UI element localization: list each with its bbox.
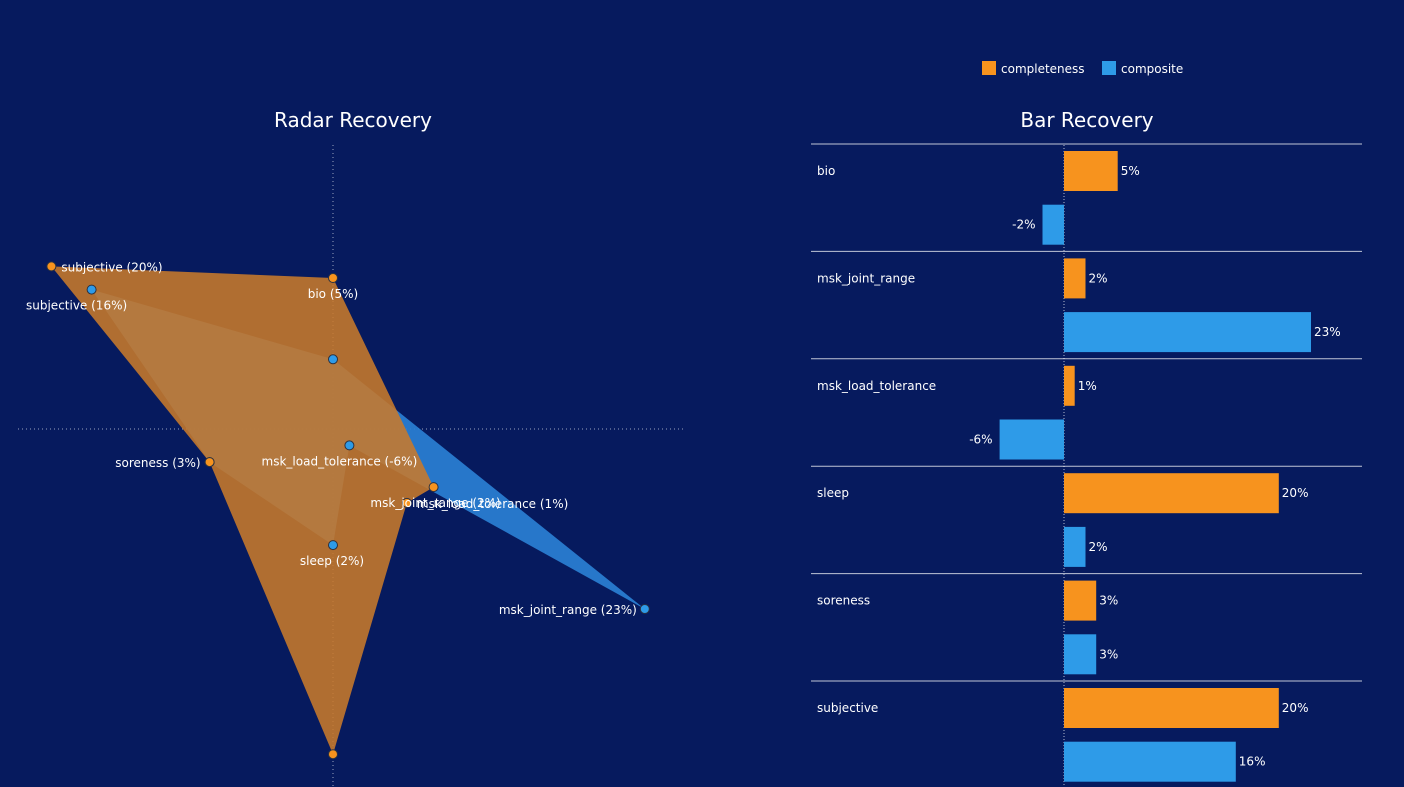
radar-label-composite-msk_load_tolerance: msk_load_tolerance (-6%) [262,454,418,468]
bar-value-label-composite-sleep: 2% [1089,540,1108,554]
radar-point-completeness-msk_joint_range [428,482,439,493]
radar-point-composite-bio [328,354,338,365]
bar-completeness-sleep [1064,473,1279,514]
radar-chart-title: Radar Recovery [274,108,432,132]
radar-point-composite-subjective [86,284,97,295]
radar-label-composite-subjective: subjective (16%) [26,299,127,313]
radar-point-completeness-soreness [204,457,215,468]
bar-value-label-completeness-sleep: 20% [1282,486,1309,500]
radar-point-composite-sleep [328,540,338,551]
bar-chart: Bar Recovery bio 5% -2% msk_joint_range 2% 23… [811,108,1362,787]
legend: completeness composite [982,61,1183,76]
radar-label-composite-sleep: sleep (2%) [300,554,364,568]
bar-value-label-completeness-bio: 5% [1121,164,1140,178]
bar-completeness-soreness [1064,580,1097,621]
bar-completeness-subjective [1064,688,1279,728]
bar-value-label-completeness-msk_joint_range: 2% [1089,271,1108,285]
bar-value-label-composite-msk_load_tolerance: -6% [969,433,992,447]
legend-swatch-completeness [982,61,996,75]
radar-point-composite-msk_load_tolerance [344,440,355,451]
bar-completeness-msk_load_tolerance [1064,365,1075,406]
radar-chart: Radar Recovery bio (5%) msk_joint_range (… [18,108,686,787]
bar-completeness-bio [1064,151,1118,191]
radar-label-completeness-subjective: subjective (20%) [61,260,162,274]
bar-value-label-composite-soreness: 3% [1099,647,1118,661]
radar-label-completeness-soreness: soreness (3%) [115,456,200,470]
bar-category-label-msk_load_tolerance: msk_load_tolerance [817,379,936,393]
bar-value-label-completeness-soreness: 3% [1099,594,1118,608]
bar-composite-soreness [1064,634,1097,675]
bar-composite-sleep [1064,526,1086,567]
radar-label-completeness-msk_joint_range: msk_joint_range (2%) [370,496,500,510]
bar-category-label-msk_joint_range: msk_joint_range [817,271,915,285]
radar-point-completeness-msk_load_tolerance [401,497,412,508]
bar-composite-msk_joint_range [1064,312,1311,353]
radar-label-composite-msk_joint_range: msk_joint_range (23%) [499,603,637,617]
bar-completeness-msk_joint_range [1064,258,1086,299]
radar-point-completeness-subjective [46,261,57,272]
bar-category-label-soreness: soreness [817,594,870,608]
bar-composite-msk_load_tolerance [999,419,1064,460]
bar-composite-bio [1042,204,1064,245]
bar-chart-title: Bar Recovery [1020,108,1153,132]
bar-category-label-sleep: sleep [817,486,849,500]
legend-label-completeness: completeness [1001,62,1085,76]
radar-point-composite-msk_joint_range [639,604,650,614]
radar-point-completeness-sleep [328,749,338,760]
radar-area-completeness [51,266,434,755]
legend-label-composite: composite [1121,62,1183,76]
radar-label-completeness-bio: bio (5%) [308,287,359,301]
bar-category-label-bio: bio [817,164,835,178]
bar-value-label-composite-msk_joint_range: 23% [1314,325,1341,339]
bar-value-label-completeness-subjective: 20% [1282,701,1309,715]
bar-composite-subjective [1064,741,1236,782]
radar-point-completeness-bio [328,273,338,283]
bar-value-label-completeness-msk_load_tolerance: 1% [1078,379,1097,393]
bar-value-label-composite-bio: -2% [1012,218,1035,232]
radar-label-completeness-msk_load_tolerance: msk_load_tolerance (1%) [417,497,568,511]
bar-category-label-subjective: subjective [817,701,878,715]
legend-swatch-composite [1102,61,1116,75]
bar-value-label-composite-subjective: 16% [1239,755,1266,769]
